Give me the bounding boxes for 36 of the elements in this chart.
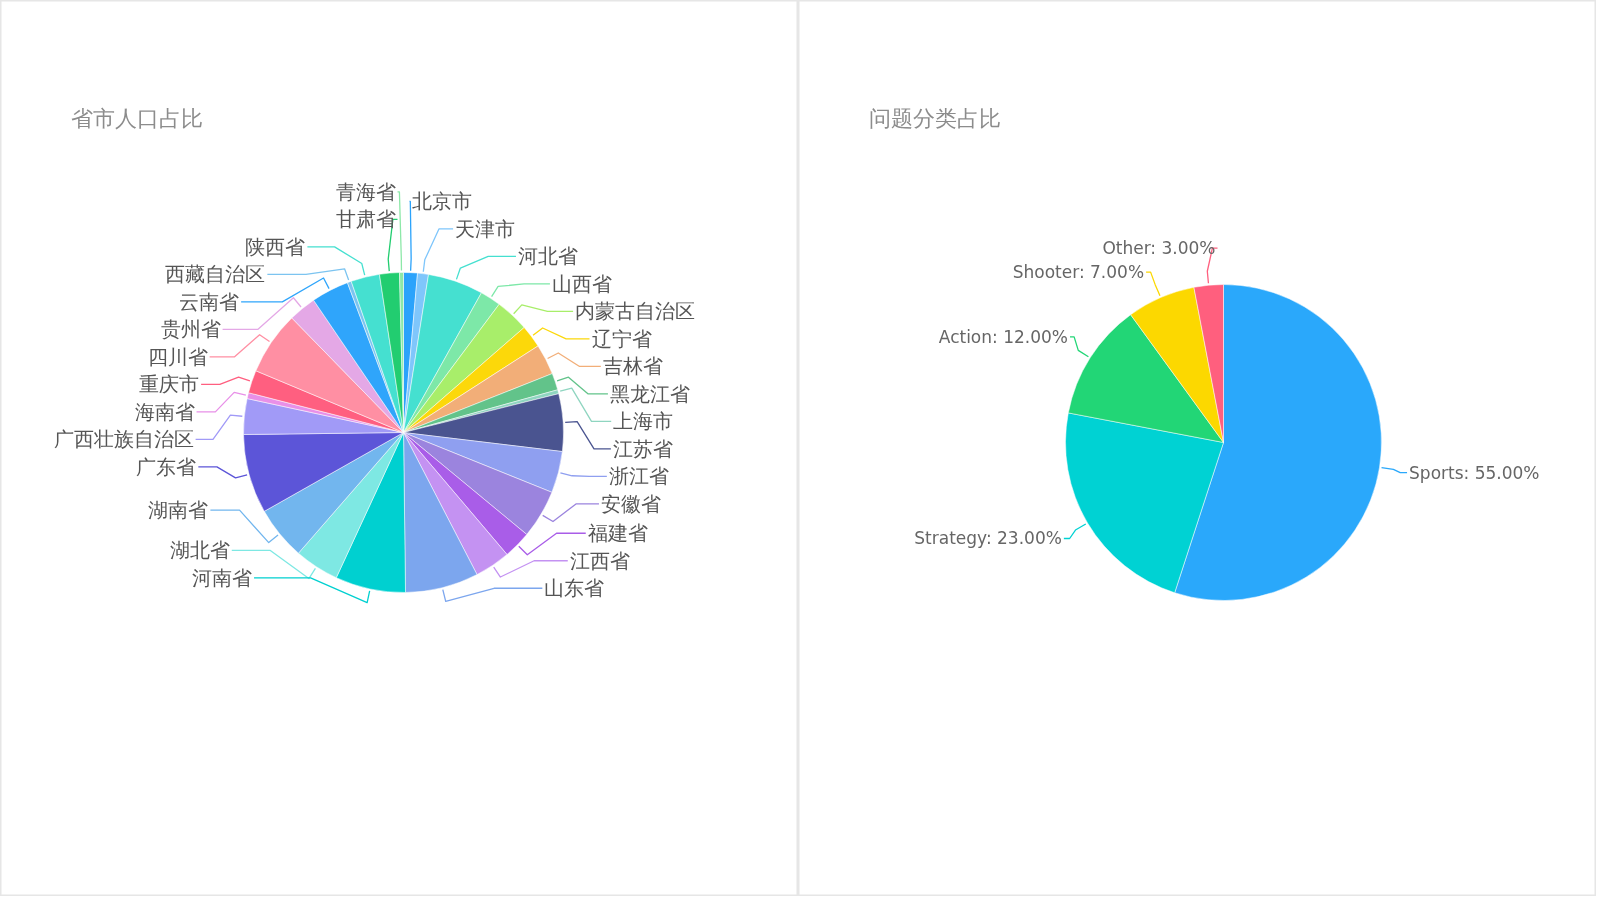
slice-label: 广西壮族自治区 bbox=[53, 427, 194, 452]
slice-label: 湖南省 bbox=[148, 498, 209, 523]
slice-label: 重庆市 bbox=[139, 372, 200, 397]
slice-label: 湖北省 bbox=[169, 538, 230, 563]
slice-label: 陕西省 bbox=[245, 234, 306, 259]
slice-label: 西藏自治区 bbox=[165, 262, 266, 287]
slice-label: 北京市 bbox=[411, 189, 472, 214]
slice-label: Action: 12.00% bbox=[938, 326, 1069, 347]
slice-label: 青海省 bbox=[335, 179, 396, 204]
slice-label: Other: 3.00% bbox=[1102, 238, 1216, 259]
slice-label: 江西省 bbox=[569, 548, 630, 573]
slice-label: 贵州省 bbox=[160, 317, 221, 342]
slice-label: 内蒙古自治区 bbox=[575, 299, 696, 324]
slice-label: Strategy: 23.00% bbox=[914, 528, 1062, 549]
slice-label: 黑龙江省 bbox=[609, 381, 690, 406]
slice-label: 辽宁省 bbox=[591, 326, 652, 351]
slice-label: 河北省 bbox=[517, 244, 578, 269]
slice-label: Sports: 55.00% bbox=[1409, 462, 1540, 483]
slice-label: 海南省 bbox=[134, 399, 195, 424]
slice-label: 天津市 bbox=[455, 216, 516, 241]
slice-label: 江苏省 bbox=[612, 436, 673, 461]
slice-label: 云南省 bbox=[179, 289, 240, 314]
slice-label: 山西省 bbox=[551, 271, 612, 296]
slice-label: 上海市 bbox=[613, 409, 674, 434]
slice-label: 甘肃省 bbox=[335, 207, 396, 232]
slice-label: 河南省 bbox=[192, 565, 253, 590]
slice-label: Shooter: 7.00% bbox=[1012, 262, 1145, 283]
chart-title: 省市人口占比 bbox=[70, 106, 203, 131]
slice-label: 四川省 bbox=[147, 344, 208, 369]
slice-label: 吉林省 bbox=[602, 354, 663, 379]
slice-label: 广东省 bbox=[136, 454, 197, 479]
chart-title: 问题分类占比 bbox=[868, 106, 1001, 131]
slice-label: 安徽省 bbox=[600, 491, 661, 516]
slice-label: 山东省 bbox=[544, 576, 605, 601]
slice-label: 浙江省 bbox=[608, 464, 669, 489]
slice-label: 福建省 bbox=[587, 521, 648, 546]
